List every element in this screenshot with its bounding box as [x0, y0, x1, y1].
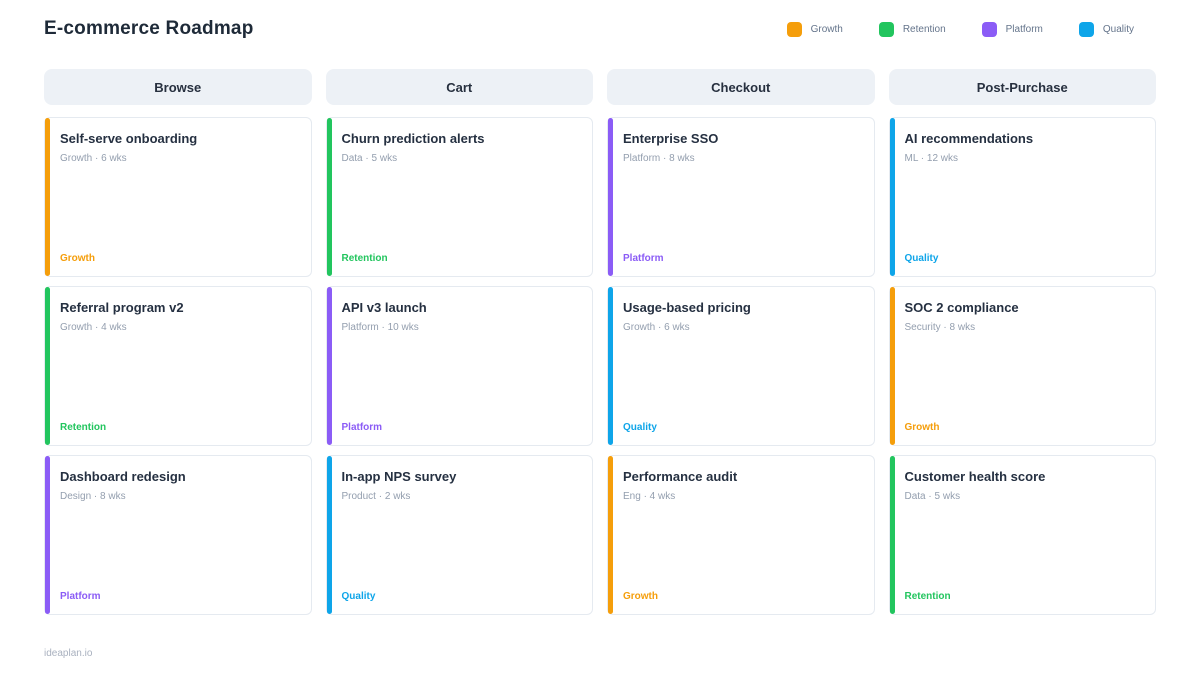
column-header: Post-Purchase: [888, 69, 1156, 105]
board-column: Checkout Enterprise SSO Platform · 8 wks…: [607, 69, 875, 624]
card-title: Churn prediction alerts: [341, 131, 485, 146]
card-tag: Retention: [60, 422, 107, 433]
card-meta: Product · 2 wks: [341, 491, 411, 502]
board-column: Cart Churn prediction alerts Data · 5 wk…: [325, 69, 593, 624]
card-category-bar: [889, 118, 895, 276]
legend-label: Growth: [810, 23, 843, 35]
card-category-bar: [889, 456, 895, 614]
roadmap-card[interactable]: Churn prediction alerts Data · 5 wks Ret…: [325, 117, 593, 277]
column-cards: Self-serve onboarding Growth · 6 wks Gro…: [44, 117, 312, 615]
card-tag: Platform: [623, 253, 664, 264]
page-title: E-commerce Roadmap: [44, 18, 254, 39]
card-meta: Data · 5 wks: [341, 153, 398, 164]
card-category-bar: [326, 287, 332, 445]
card-tag: Quality: [904, 253, 939, 264]
card-meta: Growth · 6 wks: [60, 153, 127, 164]
legend-label: Quality: [1102, 23, 1134, 35]
card-title: Customer health score: [904, 469, 1046, 484]
card-tag: Retention: [904, 591, 951, 602]
card-meta: Platform · 8 wks: [623, 153, 695, 164]
card-meta: Data · 5 wks: [904, 491, 961, 502]
legend-swatch-icon: [878, 21, 894, 37]
card-tag: Platform: [60, 591, 101, 602]
card-meta: Growth · 6 wks: [623, 322, 690, 333]
footer-watermark: ideaplan.io: [44, 648, 93, 659]
card-category-bar: [326, 118, 332, 276]
roadmap-card[interactable]: Performance audit Eng · 4 wks Growth: [607, 455, 875, 615]
card-tag: Growth: [904, 422, 940, 433]
board-column: Post-Purchase AI recommendations ML · 12…: [888, 69, 1156, 624]
card-category-bar: [45, 456, 50, 614]
legend-item: Growth: [786, 21, 843, 37]
legend: Growth Retention Platform Quality: [786, 21, 1156, 37]
card-title: Performance audit: [623, 469, 738, 484]
card-meta: Security · 8 wks: [904, 322, 976, 333]
legend-swatch-icon: [981, 21, 997, 37]
card-category-bar: [326, 456, 332, 614]
roadmap-card[interactable]: SOC 2 compliance Security · 8 wks Growth: [888, 286, 1156, 446]
card-title: In-app NPS survey: [341, 469, 457, 484]
card-meta: Eng · 4 wks: [623, 491, 676, 502]
card-title: AI recommendations: [904, 131, 1034, 146]
legend-swatch-icon: [1078, 21, 1094, 37]
card-category-bar: [608, 287, 613, 445]
card-category-bar: [889, 287, 895, 445]
roadmap-card[interactable]: Self-serve onboarding Growth · 6 wks Gro…: [44, 117, 312, 277]
legend-label: Platform: [1005, 23, 1043, 35]
legend-item: Retention: [878, 21, 946, 37]
card-tag: Platform: [341, 422, 383, 433]
roadmap-card[interactable]: In-app NPS survey Product · 2 wks Qualit…: [325, 455, 593, 615]
roadmap-card[interactable]: Dashboard redesign Design · 8 wks Platfo…: [44, 455, 312, 615]
card-category-bar: [45, 287, 50, 445]
roadmap-card[interactable]: AI recommendations ML · 12 wks Quality: [888, 117, 1156, 277]
column-header: Checkout: [607, 69, 875, 105]
roadmap-card[interactable]: API v3 launch Platform · 10 wks Platform: [325, 286, 593, 446]
card-tag: Growth: [60, 253, 95, 264]
column-cards: Enterprise SSO Platform · 8 wks Platform…: [607, 117, 875, 615]
card-category-bar: [45, 118, 50, 276]
card-title: Usage-based pricing: [623, 300, 751, 315]
legend-item: Quality: [1078, 21, 1134, 37]
card-tag: Growth: [623, 591, 658, 602]
board-column: Browse Self-serve onboarding Growth · 6 …: [44, 69, 312, 624]
card-category-bar: [608, 456, 613, 614]
legend-swatch-icon: [786, 21, 802, 37]
card-category-bar: [608, 118, 613, 276]
card-meta: Design · 8 wks: [60, 491, 126, 502]
page-header: E-commerce Roadmap Growth Retention Plat…: [44, 18, 1156, 40]
column-header: Browse: [44, 69, 312, 105]
card-meta: ML · 12 wks: [904, 153, 959, 164]
card-meta: Platform · 10 wks: [341, 322, 419, 333]
column-cards: Churn prediction alerts Data · 5 wks Ret…: [325, 117, 593, 615]
card-tag: Retention: [341, 253, 388, 264]
roadmap-card[interactable]: Usage-based pricing Growth · 6 wks Quali…: [607, 286, 875, 446]
column-header: Cart: [325, 69, 593, 105]
card-title: Enterprise SSO: [623, 131, 719, 146]
card-tag: Quality: [341, 591, 376, 602]
roadmap-board: Browse Self-serve onboarding Growth · 6 …: [44, 69, 1156, 624]
card-title: SOC 2 compliance: [904, 300, 1019, 315]
roadmap-card[interactable]: Referral program v2 Growth · 4 wks Reten…: [44, 286, 312, 446]
card-title: Referral program v2: [60, 300, 184, 315]
card-title: Dashboard redesign: [60, 469, 186, 484]
card-tag: Quality: [623, 422, 657, 433]
card-title: API v3 launch: [341, 300, 427, 315]
card-title: Self-serve onboarding: [60, 131, 198, 146]
roadmap-card[interactable]: Customer health score Data · 5 wks Reten…: [888, 455, 1156, 615]
legend-item: Platform: [981, 21, 1043, 37]
roadmap-card[interactable]: Enterprise SSO Platform · 8 wks Platform: [607, 117, 875, 277]
legend-label: Retention: [902, 23, 946, 35]
card-meta: Growth · 4 wks: [60, 322, 127, 333]
column-cards: AI recommendations ML · 12 wks Quality S…: [888, 117, 1156, 615]
